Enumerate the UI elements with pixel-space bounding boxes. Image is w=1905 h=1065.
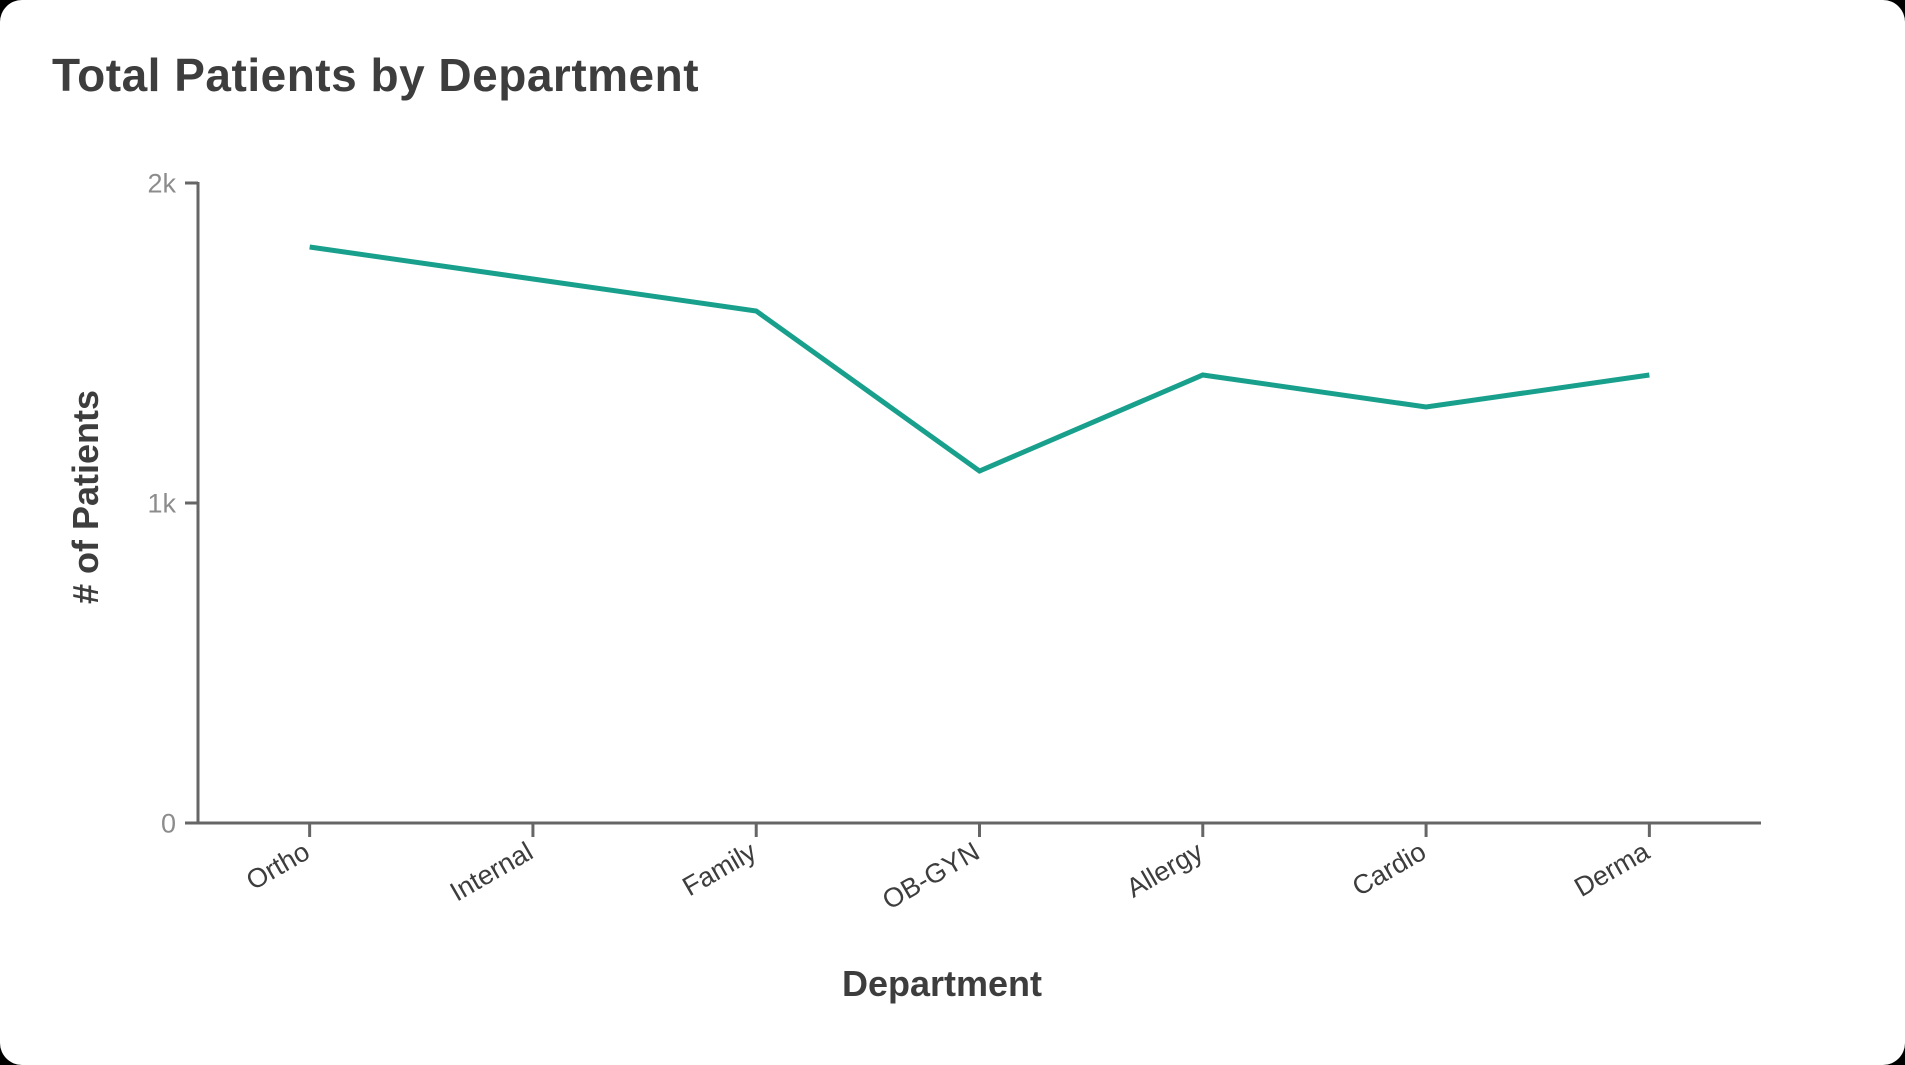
y-tick-label: 0 <box>161 808 176 838</box>
x-tick-label: OB-GYN <box>877 836 984 915</box>
x-tick-label: Ortho <box>241 836 314 896</box>
data-line <box>309 244 1650 474</box>
chart-title: Total Patients by Department <box>52 49 700 101</box>
x-tick-label: Internal <box>445 836 538 907</box>
y-tick-label: 2k <box>147 168 176 198</box>
y-tick-label: 1k <box>147 488 176 518</box>
x-axis-title: Department <box>841 963 1043 1004</box>
x-tick-label: Derma <box>1569 836 1655 903</box>
x-tick-label: Allergy <box>1121 836 1208 903</box>
x-tick-label: Cardio <box>1347 836 1431 902</box>
x-tick-label: Family <box>677 836 761 902</box>
